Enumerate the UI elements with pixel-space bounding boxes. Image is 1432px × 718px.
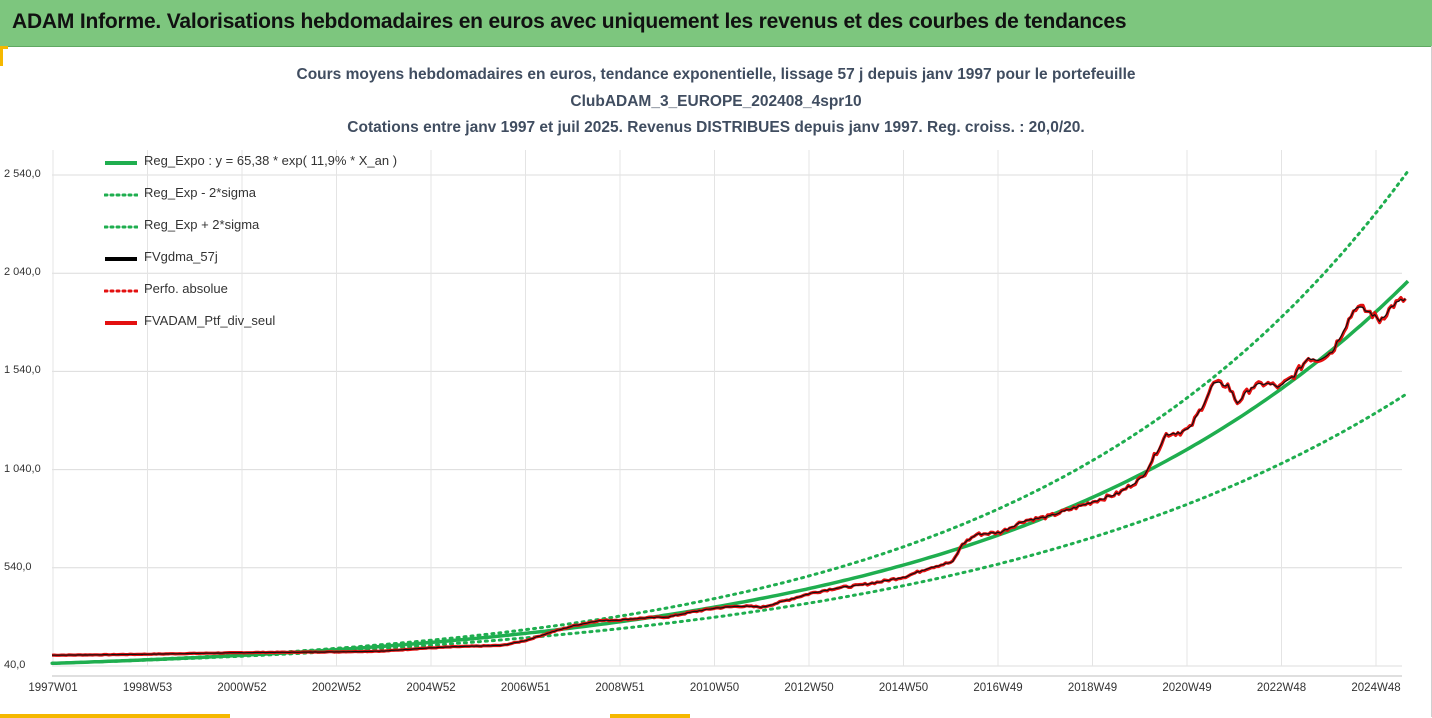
y-tick-label: 1 040,0	[4, 462, 41, 475]
x-tick-label: 2012W50	[784, 682, 834, 694]
x-tick-label: 2004W52	[406, 682, 456, 694]
series-reg-exp-minus-2sigma	[50, 391, 1410, 665]
accent-bar-bottom-left	[0, 714, 230, 718]
series-fvgdma-57j	[52, 298, 1406, 656]
y-tick-label: 40,0	[4, 659, 26, 671]
x-tick-label: 2008W51	[595, 682, 645, 694]
y-tick-label: 2 040,0	[4, 266, 41, 279]
y-tick-label: 2 540,0	[4, 168, 41, 180]
x-tick-label: 1998W53	[122, 682, 173, 694]
accent-bar-left	[0, 46, 8, 49]
legend-label: Perfo. absolue	[144, 281, 228, 296]
series-reg-exp-plus-2sigma	[50, 169, 1410, 665]
chart-title-line-2: ClubADAM_3_EUROPE_202408_4spr10	[570, 93, 862, 110]
x-tick-label: 2006W51	[500, 682, 551, 694]
chart-title-line-1: Cours moyens hebdomadaires en euros, ten…	[296, 66, 1136, 83]
x-tick-label: 2014W50	[878, 682, 929, 694]
report-title: ADAM Informe. Valorisations hebdomadaire…	[12, 10, 1127, 33]
x-tick-label: 1997W01	[28, 682, 78, 694]
accent-bar-bottom-right	[610, 714, 690, 718]
legend-swatch	[104, 225, 138, 229]
report-header: ADAM Informe. Valorisations hebdomadaire…	[0, 0, 1432, 47]
x-tick-label: 2016W49	[973, 682, 1023, 694]
x-tick-label: 2002W52	[311, 682, 362, 694]
legend-swatch	[104, 289, 138, 293]
legend-label: Reg_Expo : y = 65,38 * exp( 11,9% * X_an…	[144, 153, 398, 168]
x-tick-label: 2018W49	[1067, 682, 1118, 694]
series-fvadam-ptf-div-seul	[51, 296, 1407, 657]
x-tick-label: 2020W49	[1162, 682, 1212, 694]
chart-title-line-3: Cotations entre janv 1997 et juil 2025. …	[347, 119, 1085, 136]
accent-bar-left-vertical	[0, 46, 3, 66]
legend-swatch	[105, 161, 137, 165]
x-tick-label: 2000W52	[217, 682, 267, 694]
x-tick-label: 2022W48	[1256, 682, 1307, 694]
legend-swatch	[104, 193, 138, 197]
y-tick-label: 1 540,0	[4, 364, 41, 377]
x-tick-label: 2010W50	[689, 682, 740, 694]
legend-label: FVgdma_57j	[144, 249, 218, 264]
legend-swatch	[105, 321, 137, 325]
x-tick-label: 2024W48	[1351, 682, 1401, 694]
y-tick-label: 540,0	[4, 560, 32, 573]
legend-label: FVADAM_Ptf_div_seul	[144, 313, 276, 328]
legend-label: Reg_Exp - 2*sigma	[144, 185, 256, 200]
legend-label: Reg_Exp + 2*sigma	[144, 217, 260, 232]
legend-swatch	[105, 257, 137, 261]
